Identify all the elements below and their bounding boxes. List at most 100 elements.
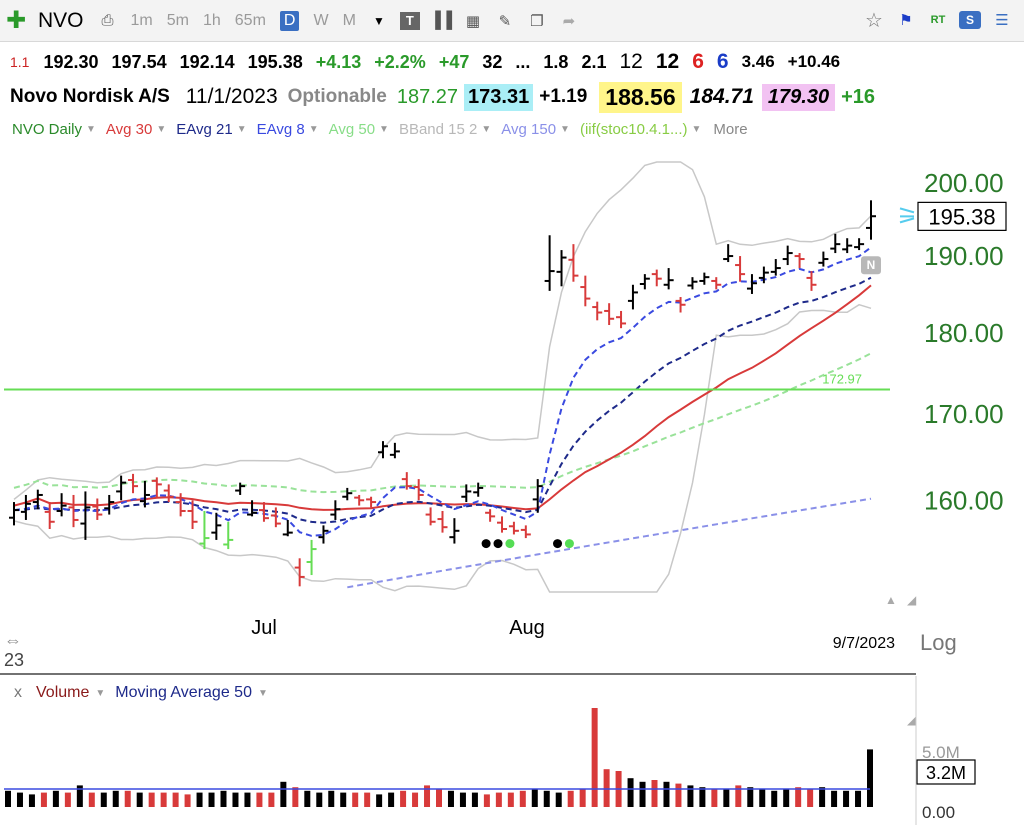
price-bar[interactable]	[842, 238, 853, 254]
price-bar[interactable]	[20, 494, 31, 520]
volume-bar[interactable]	[184, 794, 191, 807]
price-bar[interactable]	[187, 500, 198, 529]
flag-icon[interactable]: ⚑	[899, 12, 913, 29]
study-nvo-daily[interactable]: NVO Daily	[12, 120, 83, 138]
news-badge[interactable]	[861, 256, 881, 275]
chevron-down-icon[interactable]: ▼	[236, 123, 247, 135]
price-bar[interactable]	[794, 253, 805, 269]
volume-bar[interactable]	[483, 794, 490, 807]
price-bar[interactable]	[223, 521, 234, 550]
interval-1h[interactable]: 1h	[202, 11, 221, 29]
volume-bar[interactable]	[244, 792, 251, 807]
chevron-down-icon[interactable]: ▼	[560, 123, 570, 135]
volume-bar[interactable]	[507, 792, 514, 807]
price-bar[interactable]	[389, 442, 400, 459]
volume-bar[interactable]	[531, 789, 538, 807]
price-bar[interactable]	[116, 475, 127, 501]
rt-icon[interactable]: RT	[930, 14, 946, 26]
volume-bar[interactable]	[16, 792, 23, 807]
bar-chart-icon[interactable]: ▐▐	[429, 11, 453, 29]
close-pane-icon[interactable]: x	[14, 684, 22, 701]
volume-bar[interactable]	[76, 785, 83, 807]
stock-icon[interactable]: S	[959, 11, 981, 29]
scroll-up-icon[interactable]: ◢	[907, 713, 917, 727]
price-bar[interactable]	[854, 238, 865, 251]
price-bar[interactable]	[413, 479, 424, 501]
price-bar[interactable]	[758, 266, 769, 284]
price-bar[interactable]	[592, 301, 603, 321]
volume-bar[interactable]	[256, 792, 263, 807]
price-bar[interactable]	[461, 484, 472, 503]
price-bar[interactable]	[330, 500, 341, 520]
text-icon[interactable]: T	[399, 11, 420, 30]
price-bar[interactable]	[44, 502, 55, 529]
chevron-down-icon[interactable]: ▼	[372, 13, 385, 28]
volume-bar[interactable]	[112, 790, 119, 807]
volume-bar[interactable]	[831, 790, 838, 807]
price-bar[interactable]	[318, 525, 329, 544]
volume-bar[interactable]	[412, 792, 419, 807]
price-bar[interactable]	[56, 493, 67, 517]
price-bar[interactable]	[508, 521, 519, 535]
volume-bar[interactable]	[64, 792, 71, 807]
star-icon[interactable]: ☆	[865, 9, 883, 32]
price-bar[interactable]	[294, 558, 305, 587]
volume-bar[interactable]	[40, 792, 47, 807]
volume-bar[interactable]	[136, 792, 143, 807]
price-bar[interactable]	[544, 235, 555, 291]
price-bar[interactable]	[770, 259, 781, 276]
volume-bar[interactable]	[867, 749, 873, 807]
scroll-up-icon[interactable]: ▲	[885, 593, 897, 607]
price-bar[interactable]	[723, 244, 734, 263]
volume-bar[interactable]	[328, 790, 335, 807]
price-bar[interactable]	[366, 496, 377, 508]
scroll-left-icon[interactable]: ⇔	[4, 630, 22, 650]
study-avg-30[interactable]: Avg 30	[105, 120, 153, 138]
volume-bar[interactable]	[28, 794, 35, 807]
volume-bar[interactable]	[424, 785, 431, 807]
volume-bar[interactable]	[304, 790, 311, 807]
volume-bar[interactable]	[735, 785, 742, 807]
price-bar[interactable]	[699, 272, 710, 285]
volume-bar[interactable]	[148, 792, 155, 807]
volume-bar[interactable]	[843, 790, 850, 807]
volume-bar[interactable]	[759, 789, 766, 807]
scale-log-button[interactable]: Log	[920, 630, 957, 655]
price-bar[interactable]	[735, 256, 746, 282]
price-bar[interactable]	[306, 539, 317, 576]
chevron-down-icon[interactable]: ▼	[86, 123, 96, 135]
interval-5m[interactable]: 5m	[166, 11, 189, 29]
add-icon[interactable]: ✚	[5, 7, 27, 34]
menu-icon[interactable]: ☰	[995, 12, 1009, 29]
price-bar[interactable]	[818, 251, 829, 267]
price-bar[interactable]	[568, 244, 579, 282]
price-bar[interactable]	[556, 250, 567, 287]
volume-bar[interactable]	[603, 769, 610, 807]
volume-bar[interactable]	[627, 778, 634, 807]
volume-bar[interactable]	[52, 790, 59, 807]
volume-bar[interactable]	[639, 781, 646, 807]
volume-bar[interactable]	[232, 792, 239, 807]
price-bar[interactable]	[282, 519, 293, 537]
price-bar[interactable]	[497, 516, 508, 533]
interval-m[interactable]: M	[342, 11, 356, 29]
price-bar[interactable]	[806, 271, 817, 291]
volume-bar[interactable]	[100, 792, 107, 807]
volume-bar[interactable]	[711, 789, 718, 807]
price-bar[interactable]	[437, 510, 448, 533]
volume-bar[interactable]	[795, 787, 802, 807]
volume-bar[interactable]	[459, 792, 466, 807]
price-bar[interactable]	[687, 277, 698, 290]
study-iif-stoc[interactable]: (iif(stoc10.4.1...)	[579, 120, 688, 138]
price-bar[interactable]	[532, 479, 543, 513]
interval-d[interactable]: D	[279, 10, 300, 31]
volume-bar[interactable]	[783, 789, 790, 807]
volume-bar[interactable]	[172, 792, 179, 807]
volume-bar[interactable]	[687, 785, 694, 807]
volume-bar[interactable]	[124, 790, 131, 807]
price-bar[interactable]	[342, 487, 353, 501]
price-bar[interactable]	[92, 498, 103, 520]
volume-bar[interactable]	[747, 787, 754, 807]
price-bar[interactable]	[675, 297, 686, 313]
price-bar[interactable]	[401, 472, 412, 490]
